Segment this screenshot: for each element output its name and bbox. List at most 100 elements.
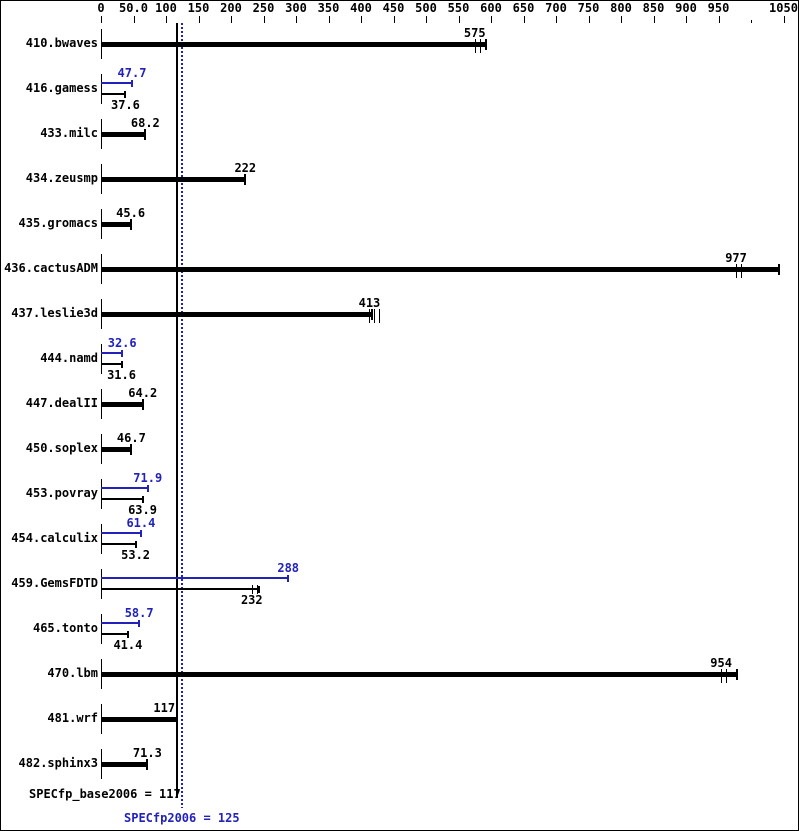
base-bar-end-tick [735,669,738,680]
x-axis-tick-label: 750 [577,1,600,15]
base-bar [101,312,373,317]
peak-bar [101,487,148,489]
base-bar-end-tick [371,309,374,320]
base-value-label: 41.4 [113,638,143,652]
specfp2006-score: SPECfp2006 = 125 [124,811,240,825]
run-median-mark [369,309,371,323]
run-median-mark [379,309,381,323]
base-bar-end-tick [126,631,129,638]
row-axis-segment [101,479,102,509]
x-axis-tick-label: 600 [480,1,502,15]
benchmark-label: 482.sphinx3 [18,756,98,770]
base-bar [101,93,126,95]
base-value-label: 45.6 [116,206,146,220]
x-axis-tick [653,16,655,23]
base-bar [101,633,128,635]
base-bar [101,402,143,407]
peak-bar [101,577,289,579]
peak-bar [101,352,123,354]
base-value-label: 954 [710,656,732,670]
benchmark-label: 436.cactusADM [4,261,98,275]
x-axis-tick-label: 100 [155,1,177,15]
base-bar-end-tick [244,174,247,185]
peak-bar-end-tick [121,350,124,357]
x-axis-tick [296,16,297,23]
peak-bar [101,82,132,84]
x-axis-tick-label: 150 [187,1,210,15]
base-bar [101,672,737,677]
peak-bar-end-tick [287,575,290,582]
run-median-mark [721,669,723,683]
x-axis-tick [686,16,687,23]
base-value-label: 222 [234,161,257,175]
base-bar [101,267,779,272]
base-bar-end-tick [124,91,127,98]
benchmark-label: 459.GemsFDTD [11,576,98,590]
peak-bar-end-tick [139,530,142,537]
x-axis-tick [328,16,330,23]
benchmark-label: 447.dealII [25,396,98,410]
x-axis-tick [166,16,167,23]
base-bar [101,132,146,137]
x-axis-tick [718,16,720,23]
x-axis-tick-label: 650 [512,1,535,15]
base-value-label: 413 [358,296,381,310]
x-axis-tick-label: 400 [350,1,372,15]
run-median-mark [479,39,481,53]
x-axis-tick-label: 950 [707,1,730,15]
base-value-label: 46.7 [116,431,146,445]
benchmark-label: 470.lbm [47,666,98,680]
x-axis-tick-label: 450 [382,1,405,15]
base-bar [101,543,136,545]
base-reference-line [176,23,179,798]
x-axis-tick-label: 900 [675,1,697,15]
benchmark-label: 444.namd [40,351,98,365]
benchmark-label: 433.milc [40,126,98,140]
x-axis-tick [426,16,427,23]
x-axis-tick-label: 500 [415,1,437,15]
base-value-label: 63.9 [128,503,157,517]
x-axis-tick-label: 1050 [769,1,798,15]
peak-bar-end-tick [146,485,149,492]
benchmark-label: 434.zeusmp [25,171,98,185]
base-bar-end-tick [134,541,137,548]
base-bar-end-tick [141,496,144,503]
x-axis-tick [198,16,200,23]
base-bar-end-tick [141,399,144,410]
base-value-label: 232 [240,593,263,607]
base-value-label: 575 [463,26,486,40]
base-bar-end-tick [176,714,179,725]
base-bar-end-tick [257,586,260,593]
x-axis-tick [556,16,557,23]
row-axis-segment [101,524,102,554]
peak-value-label: 288 [277,561,300,575]
base-bar [101,363,122,365]
base-value-label: 977 [725,251,747,265]
peak-value-label: 32.6 [107,336,137,350]
row-axis-segment [101,569,102,599]
base-value-label: 64.2 [128,386,158,400]
benchmark-label: 454.calculix [11,531,98,545]
x-axis-tick [783,16,785,23]
base-bar [101,498,143,500]
benchmark-label: 465.tonto [32,621,98,635]
x-axis-tick [133,16,135,23]
x-axis-tick [101,16,102,23]
specfp-base2006-score: SPECfp_base2006 = 117 [29,787,181,801]
base-bar-end-tick [129,219,132,230]
base-bar-end-tick [484,39,487,50]
peak-bar [101,622,140,624]
run-median-mark [251,585,253,594]
benchmark-label: 453.povray [25,486,98,500]
x-axis-tick [393,16,395,23]
x-axis-tick [621,16,622,23]
base-bar [101,42,486,47]
benchmark-label: 450.soplex [25,441,98,455]
run-median-mark [726,669,728,683]
x-axis-tick-label: 350 [317,1,340,15]
base-value-label: 53.2 [121,548,151,562]
run-median-mark [741,264,743,278]
peak-value-label: 58.7 [124,606,154,620]
peak-value-label: 47.7 [117,66,147,80]
